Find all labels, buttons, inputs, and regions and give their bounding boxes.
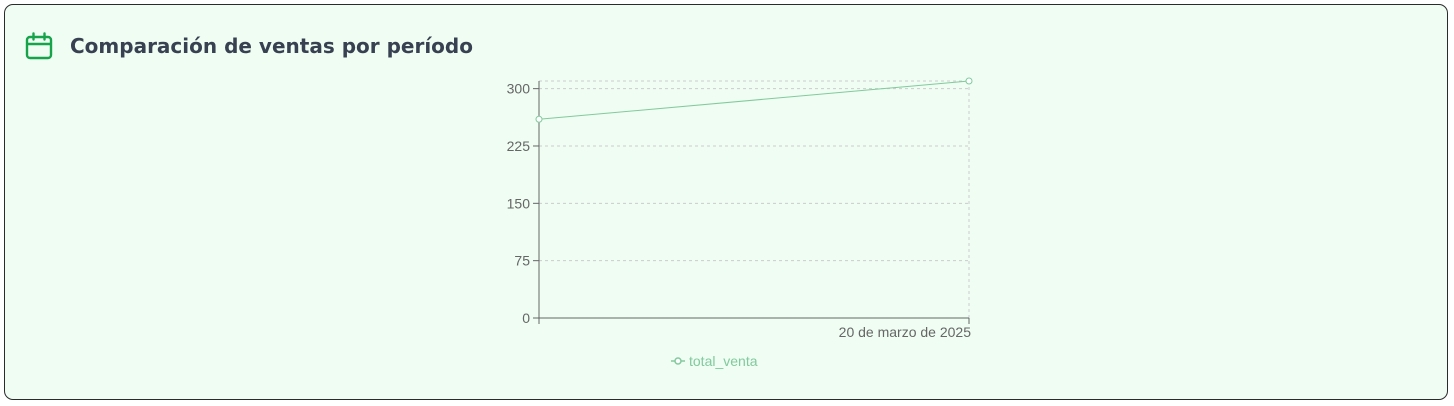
- series-line: [538, 80, 970, 120]
- data-point: [535, 115, 543, 123]
- x-tick-label: 20 de marzo de 2025: [839, 324, 972, 340]
- legend-label: total_venta: [689, 353, 758, 369]
- data-point: [965, 77, 973, 85]
- card-title: Comparación de ventas por período: [70, 34, 473, 58]
- y-tick-label: 225: [507, 138, 531, 154]
- card-header: Comparación de ventas por período: [24, 31, 473, 61]
- y-tick-label: 150: [507, 195, 531, 211]
- y-tick-label: 75: [514, 253, 530, 269]
- y-tick-label: 0: [522, 310, 530, 326]
- y-tick-label: 300: [507, 81, 531, 97]
- legend-marker: [674, 357, 682, 365]
- calendar-icon: [24, 31, 54, 61]
- chart-card: Comparación de ventas por período: [4, 4, 1448, 400]
